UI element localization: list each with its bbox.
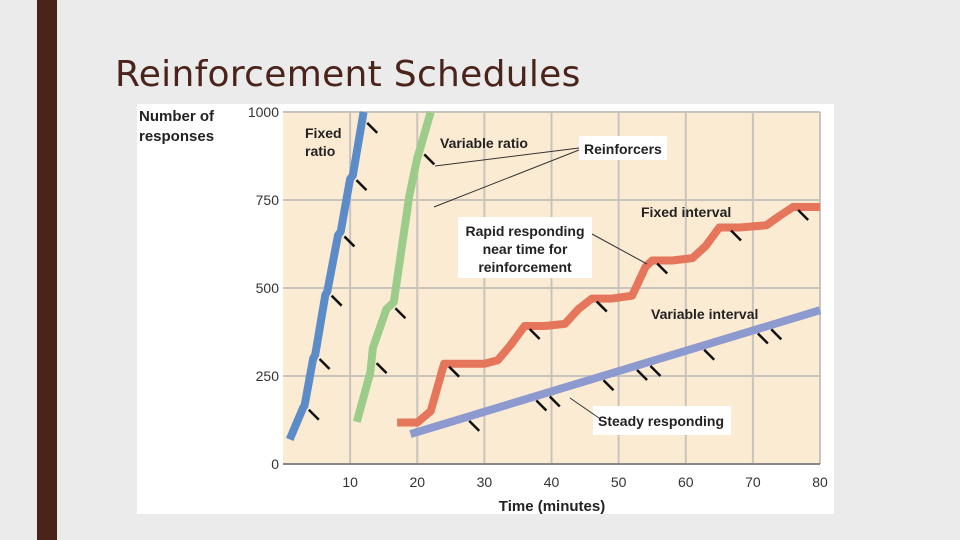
reinforcer-mark-variable-interval [548, 395, 561, 408]
y-axis-label-line-2: responses [139, 128, 214, 145]
reinforcer-mark-variable-ratio [394, 307, 407, 320]
reinforcer-mark-fixed-ratio [343, 235, 356, 248]
chart-svg: 10 20 30 40 50 60 70 80 0 250 500 750 1000 Number of… [139, 104, 828, 514]
y-tick-label: 0 [271, 456, 279, 472]
label-variable-interval: Variable interval [651, 306, 758, 322]
label-fixed-interval: Fixed interval [641, 204, 731, 220]
reinforcers-pointer-1 [434, 147, 580, 167]
axes: 10 20 30 40 50 60 70 80 0 250 500 750 1000 [248, 104, 828, 490]
reinforcers-pointer-2 [433, 149, 580, 208]
slide-title: Reinforcement Schedules [115, 54, 581, 95]
x-tick-label: 10 [342, 474, 358, 490]
reinforcer-mark-fixed-ratio [355, 179, 368, 192]
x-tick-label: 50 [611, 474, 627, 490]
reinforcer-mark-variable-ratio [423, 153, 436, 166]
series-line-variable-ratio [352, 110, 435, 423]
series-line-fixed-ratio [286, 111, 368, 441]
reinforcers-label: Reinforcers [584, 141, 662, 157]
reinforcer-mark-fixed-interval [528, 328, 541, 340]
y-tick-label: 250 [256, 368, 280, 384]
rapid-responding-line-2: near time for [483, 241, 568, 257]
reinforcer-mark-fixed-interval [797, 209, 810, 221]
x-tick-label: 30 [477, 474, 493, 490]
series-line-variable-interval [409, 306, 822, 438]
reinforcer-mark-variable-interval [649, 365, 662, 377]
reinforcer-mark-variable-interval [703, 348, 716, 361]
label-variable-ratio: Variable ratio [440, 135, 528, 151]
reinforcer-mark-variable-interval [636, 369, 648, 381]
rapid-responding-line-3: reinforcement [478, 259, 572, 275]
steady-responding-box [593, 406, 731, 435]
reinforcer-mark-fixed-ratio [330, 294, 343, 307]
reinforcer-mark-fixed-ratio [307, 408, 320, 421]
x-tick-label: 70 [745, 474, 761, 490]
y-tick-label: 500 [256, 280, 280, 296]
steady-responding-label: Steady responding [598, 413, 724, 429]
reinforcer-mark-variable-interval [756, 332, 769, 345]
steady-responding-callout: Steady responding [569, 397, 731, 435]
reinforcer-mark-fixed-interval [448, 365, 460, 378]
rapid-responding-box [458, 217, 592, 278]
rapid-responding-callout: Rapid responding near time for reinforce… [458, 217, 648, 278]
reinforcer-mark-fixed-interval [730, 229, 742, 242]
label-fixed-ratio-line-2: ratio [305, 143, 335, 159]
y-tick-label: 750 [256, 192, 280, 208]
reinforcer-mark-variable-interval [535, 399, 548, 412]
y-tick-label: 1000 [248, 104, 279, 120]
series-line-fixed-interval [397, 203, 820, 427]
x-tick-label: 80 [812, 474, 828, 490]
reinforcer-mark-variable-interval [602, 379, 615, 392]
reinforcers-box [579, 136, 667, 160]
x-axis-label: Time (minutes) [499, 498, 605, 514]
reinforcer-mark-fixed-ratio [366, 122, 379, 134]
reinforcer-mark-variable-interval [770, 328, 783, 341]
steady-responding-pointer [569, 397, 600, 419]
reinforcer-mark-variable-interval [468, 419, 481, 432]
reinforcer-marks [307, 122, 810, 432]
reinforcer-mark-variable-ratio [375, 362, 388, 375]
x-tick-label: 40 [544, 474, 560, 490]
label-fixed-ratio-line-1: Fixed [305, 125, 342, 141]
reinforcer-mark-fixed-interval [656, 262, 669, 275]
reinforcer-mark-fixed-ratio [318, 358, 331, 370]
x-tick-label: 20 [409, 474, 425, 490]
reinforcers-callout: Reinforcers [433, 136, 667, 208]
x-tick-label: 60 [678, 474, 694, 490]
reinforcer-mark-fixed-interval [595, 300, 608, 313]
rapid-responding-line-1: Rapid responding [466, 223, 585, 239]
chart-figure: 10 20 30 40 50 60 70 80 0 250 500 750 1000 Number of… [137, 104, 834, 514]
rapid-responding-pointer [591, 233, 648, 265]
series-group [286, 110, 822, 441]
accent-bar [37, 0, 57, 540]
y-axis-label-line-1: Number of [139, 108, 215, 125]
